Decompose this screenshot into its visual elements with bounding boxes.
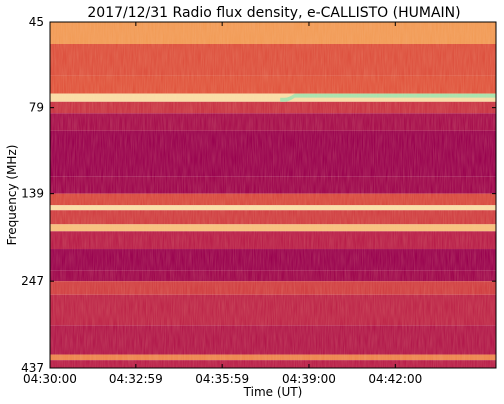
y-tick-label: 247 — [21, 274, 44, 288]
x-tick-label: 04:32:59 — [109, 372, 163, 386]
chart-title: 2017/12/31 Radio flux density, e-CALLIST… — [87, 5, 460, 21]
plot-area — [50, 22, 496, 368]
x-axis-title: Time (UT) — [243, 385, 303, 399]
y-tick-label: 437 — [21, 361, 44, 375]
y-axis-title: Frequency (MHz) — [5, 145, 19, 246]
y-tick-label: 45 — [29, 15, 44, 29]
y-tick-label: 139 — [21, 187, 44, 201]
noise-texture — [50, 22, 496, 368]
x-tick-label: 04:42:00 — [368, 372, 422, 386]
x-tick-label: 04:35:59 — [195, 372, 249, 386]
y-axis: 45 79 139 247 437 — [21, 15, 496, 375]
plot-frame — [49, 21, 497, 369]
x-tick-label: 04:39:00 — [282, 372, 336, 386]
x-tick-label: 04:30:00 — [23, 372, 77, 386]
x-axis: 04:30:00 04:32:59 04:35:59 04:39:00 04:42:00 — [23, 22, 422, 386]
y-tick-label: 79 — [29, 101, 44, 115]
